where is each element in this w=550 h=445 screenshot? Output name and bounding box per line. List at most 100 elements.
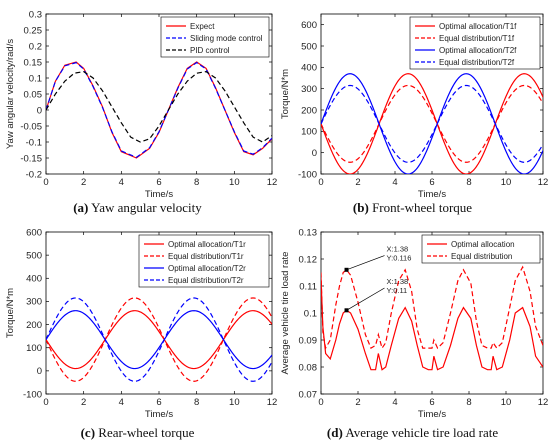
x-tick-label: 0 bbox=[318, 397, 323, 408]
datatip-arrow bbox=[346, 287, 385, 311]
x-tick-label: 0 bbox=[318, 177, 323, 188]
y-tick-label: 0.08 bbox=[299, 362, 318, 373]
series-line-3 bbox=[46, 70, 272, 143]
x-tick-label: 2 bbox=[355, 397, 360, 408]
chart-1: 0 2 4 6 8 10 12 -0.2 -0.15 -0.1 -0.05 0 0.05 0.1 0.15 0… bbox=[5, 9, 277, 200]
legend-label: Equal distribution/T2r bbox=[168, 276, 244, 285]
y-tick-label: 600 bbox=[301, 20, 317, 31]
y-tick-label: 300 bbox=[301, 84, 317, 95]
legend-box bbox=[421, 234, 541, 264]
y-tick-label: 200 bbox=[301, 105, 317, 116]
chart-4: 0 2 4 6 8 10 12 0.07 0.08 0.09 0.1 0.11 0.12 0.13 Time… bbox=[280, 227, 548, 420]
y-tick-label: 0.12 bbox=[299, 254, 318, 265]
caption-b: (b) Front-wheel torque bbox=[352, 200, 473, 215]
caption-a: (a) Yaw angular velocity bbox=[73, 200, 202, 215]
series-line-2 bbox=[321, 84, 543, 163]
caption-d: (d) Average vehicle tire load rate bbox=[326, 425, 499, 440]
y-tick-label: 0.25 bbox=[24, 25, 43, 36]
legend-label: Optimal allocation/T1r bbox=[168, 240, 246, 249]
datatip-label: Y:0.116 bbox=[387, 254, 412, 263]
datatip-label: X:1.38 bbox=[387, 245, 409, 254]
y-tick-label: 0.13 bbox=[299, 227, 318, 238]
y-tick-label: 100 bbox=[26, 343, 42, 354]
chart-2: 0 2 4 6 8 10 12-1000100200300400500600Time/sTo… bbox=[280, 13, 548, 200]
legend-label: Equal distribution bbox=[451, 252, 512, 261]
legend: Optimal allocation/T1f Equal distribution… bbox=[409, 16, 541, 70]
x-tick-label: 12 bbox=[267, 177, 278, 188]
x-tick-label: 8 bbox=[466, 397, 471, 408]
datatip-arrow bbox=[346, 255, 385, 271]
y-tick-label: 0.09 bbox=[299, 335, 318, 346]
chart-3: 0 2 4 6 8 10 12-1000100200300400500600Time/sTo… bbox=[5, 227, 277, 420]
y-tick-label: -0.1 bbox=[26, 137, 42, 148]
y-tick-label: 0.3 bbox=[29, 9, 42, 20]
y-tick-label: -100 bbox=[23, 389, 42, 400]
legend: Optimal allocation Equal distribution bbox=[421, 234, 541, 264]
x-tick-label: 12 bbox=[267, 397, 278, 408]
x-tick-label: 0 bbox=[43, 397, 48, 408]
legend-label: Equal distribution/T1r bbox=[168, 252, 244, 261]
series-line-2 bbox=[46, 61, 272, 159]
x-tick-label: 6 bbox=[429, 397, 434, 408]
x-tick-label: 8 bbox=[194, 397, 199, 408]
x-axis-label: Time/s bbox=[145, 409, 173, 420]
x-tick-label: 10 bbox=[501, 177, 512, 188]
x-axis-label: Time/s bbox=[145, 189, 173, 200]
y-tick-label: 500 bbox=[26, 250, 42, 261]
x-tick-label: 6 bbox=[429, 177, 434, 188]
legend-label: Optimal allocation/T2r bbox=[168, 264, 246, 273]
x-axis-label: Time/s bbox=[418, 189, 446, 200]
x-tick-label: 2 bbox=[81, 397, 86, 408]
legend-label: Optimal allocation/T2f bbox=[439, 46, 517, 55]
series-line-1 bbox=[46, 310, 272, 370]
series-line-3 bbox=[321, 73, 543, 174]
x-tick-label: 6 bbox=[156, 397, 161, 408]
y-tick-label: 500 bbox=[301, 41, 317, 52]
y-tick-label: 600 bbox=[26, 227, 42, 238]
y-axis-label: Torque/N*m bbox=[280, 69, 291, 119]
x-tick-label: 8 bbox=[466, 177, 471, 188]
x-tick-label: 4 bbox=[392, 397, 397, 408]
datatip-label: X:1.38 bbox=[387, 277, 409, 286]
y-tick-label: 400 bbox=[301, 63, 317, 74]
x-tick-label: 10 bbox=[501, 397, 512, 408]
x-tick-label: 4 bbox=[119, 177, 124, 188]
y-tick-label: 300 bbox=[26, 297, 42, 308]
legend-label: Expect bbox=[190, 22, 215, 31]
x-tick-label: 0 bbox=[43, 177, 48, 188]
x-tick-label: 6 bbox=[156, 177, 161, 188]
legend: Expect Sliding mode control PID control bbox=[160, 16, 270, 58]
y-tick-label: 0.11 bbox=[299, 281, 317, 292]
x-tick-label: 2 bbox=[81, 177, 86, 188]
y-tick-label: 0.1 bbox=[29, 73, 42, 84]
series-line-4 bbox=[321, 84, 543, 163]
x-tick-label: 4 bbox=[119, 397, 124, 408]
y-tick-label: -0.2 bbox=[26, 169, 42, 180]
series-line-2 bbox=[321, 265, 543, 350]
legend-label: Equal distribution/T1f bbox=[439, 34, 515, 43]
x-tick-label: 4 bbox=[392, 177, 397, 188]
x-tick-label: 12 bbox=[538, 397, 549, 408]
y-tick-label: 0.05 bbox=[24, 89, 43, 100]
y-tick-label: 0 bbox=[312, 148, 317, 159]
x-tick-label: 10 bbox=[229, 177, 240, 188]
y-tick-label: 0 bbox=[37, 366, 42, 377]
y-tick-label: -100 bbox=[298, 169, 317, 180]
legend-label: Optimal allocation bbox=[451, 240, 515, 249]
x-tick-label: 8 bbox=[194, 177, 199, 188]
y-axis-label: Yaw angular velocity/rad/s bbox=[5, 39, 16, 149]
y-tick-label: 0.15 bbox=[24, 57, 43, 68]
y-tick-label: 100 bbox=[301, 127, 317, 138]
x-tick-label: 2 bbox=[355, 177, 360, 188]
legend-label: PID control bbox=[190, 46, 230, 55]
legend-label: Sliding mode control bbox=[190, 34, 263, 43]
y-tick-label: 200 bbox=[26, 320, 42, 331]
series-line-3 bbox=[46, 310, 272, 370]
y-axis-label: Average vehicle tire load rate bbox=[280, 252, 291, 375]
y-tick-label: -0.15 bbox=[20, 153, 42, 164]
legend: Optimal allocation/T1r Equal distribution… bbox=[138, 234, 270, 288]
y-tick-label: 0.07 bbox=[299, 389, 318, 400]
caption-c: (c) Rear-wheel torque bbox=[80, 425, 195, 440]
x-axis-label: Time/s bbox=[418, 409, 446, 420]
